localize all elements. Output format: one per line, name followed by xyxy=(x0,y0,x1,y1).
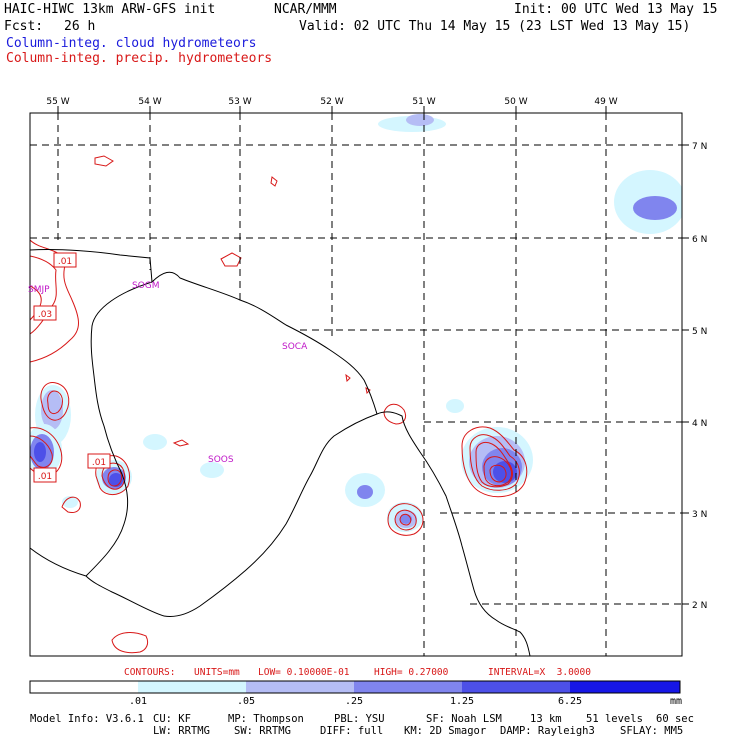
contour-keyword: CONTOURS: xyxy=(124,667,176,678)
contour-label: .01 xyxy=(38,472,52,482)
precip-contours xyxy=(30,155,528,654)
colorbar-label: 1.25 xyxy=(449,696,475,707)
lon-label: 55 W xyxy=(46,97,69,107)
contour-high: HIGH= 0.27000 xyxy=(374,667,449,678)
latitude-labels: 7 N 6 N 5 N 4 N 3 N 2 N xyxy=(692,142,707,611)
longwave-scheme: LW: RRTMG xyxy=(153,725,210,737)
colorbar-swatch xyxy=(246,681,354,693)
km-option: KM: 2D Smagor xyxy=(404,725,487,737)
lon-label: 54 W xyxy=(138,97,161,107)
forecast-label: Fcst: xyxy=(4,19,44,34)
station-soca: SOCA xyxy=(282,342,308,352)
model-version: Model Info: V3.6.1 xyxy=(30,713,144,725)
damping-option: DAMP: Rayleigh3 xyxy=(500,725,595,737)
model-title: HAIC-HIWC 13km ARW-GFS init xyxy=(4,2,216,17)
colorbar-swatch xyxy=(354,681,462,693)
diffusion-option: DIFF: full xyxy=(320,725,384,737)
lon-label: 53 W xyxy=(228,97,251,107)
microphysics-scheme: MP: Thompson xyxy=(228,713,304,725)
axis-ticks xyxy=(57,106,689,605)
lon-label: 49 W xyxy=(594,97,617,107)
contour-label: .03 xyxy=(38,310,52,320)
lat-label: 6 N xyxy=(692,235,707,245)
forecast-hour: 26 h xyxy=(64,19,96,34)
latlon-grid xyxy=(30,113,682,656)
coastlines-borders xyxy=(30,248,531,656)
map-frame xyxy=(29,112,683,657)
cloud-field-title: Column-integ. cloud hydrometeors xyxy=(6,36,257,51)
lon-label: 51 W xyxy=(412,97,435,107)
lat-label: 5 N xyxy=(692,327,707,337)
colorbar-label: .05 xyxy=(236,696,256,707)
grid-spacing: 13 km xyxy=(530,713,562,725)
surface-scheme: SF: Noah LSM xyxy=(426,713,502,725)
station-sogm: SOGM xyxy=(132,281,160,291)
lon-label: 50 W xyxy=(504,97,527,107)
colorbar-label: .01 xyxy=(128,696,148,707)
contour-value-labels: .01 .03 .01 .01 xyxy=(33,252,111,483)
colorbar-units: mm xyxy=(670,696,683,707)
colorbar-swatch xyxy=(138,681,246,693)
contour-units: UNITS=mm xyxy=(194,667,240,678)
init-time: Init: 00 UTC Wed 13 May 15 xyxy=(514,2,718,17)
contour-interval: INTERVAL=X 3.0000 xyxy=(488,667,591,678)
longitude-labels: 55 W 54 W 53 W 52 W 51 W 50 W 49 W xyxy=(46,97,617,107)
cumulus-scheme: CU: KF xyxy=(153,713,191,725)
time-step: 60 sec xyxy=(656,713,694,725)
colorbar xyxy=(29,680,681,694)
shortwave-scheme: SW: RRTMG xyxy=(234,725,291,737)
vertical-levels: 51 levels xyxy=(586,713,643,725)
lat-label: 4 N xyxy=(692,419,707,429)
cloud-shading xyxy=(30,114,682,532)
lon-label: 52 W xyxy=(320,97,343,107)
lat-label: 7 N xyxy=(692,142,707,152)
station-labels: SMJP SOGM SOCA SOOS xyxy=(28,281,308,465)
colorbar-swatch xyxy=(462,681,570,693)
colorbar-swatch xyxy=(30,681,138,693)
lat-label: 3 N xyxy=(692,510,707,520)
surface-layer-option: SFLAY: MM5 xyxy=(620,725,684,737)
colorbar-swatch xyxy=(570,681,680,693)
station-soos: SOOS xyxy=(208,455,234,465)
precip-field-title: Column-integ. precip. hydrometeors xyxy=(6,51,273,66)
colorbar-label: 6.25 xyxy=(557,696,583,707)
valid-time: Valid: 02 UTC Thu 14 May 15 (23 LST Wed … xyxy=(299,19,691,34)
contour-low: LOW= 0.10000E-01 xyxy=(258,667,350,678)
contour-label: .01 xyxy=(92,458,106,468)
org-label: NCAR/MMM xyxy=(274,2,337,17)
station-smjp: SMJP xyxy=(28,285,50,295)
lat-label: 2 N xyxy=(692,601,707,611)
pbl-scheme: PBL: YSU xyxy=(334,713,385,725)
contour-label: .01 xyxy=(58,257,72,267)
colorbar-label: .25 xyxy=(344,696,364,707)
hydrometeor-fields xyxy=(30,114,682,654)
